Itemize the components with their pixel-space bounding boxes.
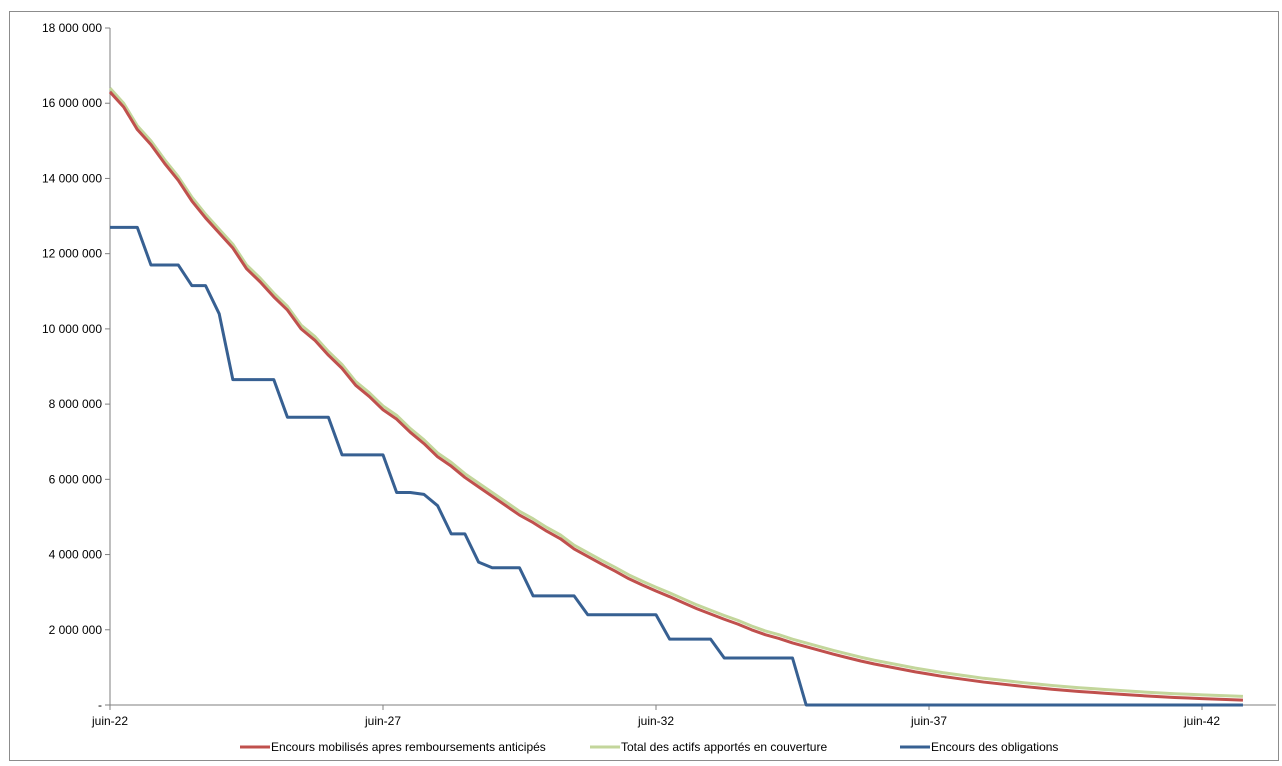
x-tick-label: juin-22 — [91, 714, 128, 728]
legend-label: Encours des obligations — [931, 740, 1058, 754]
y-tick-label: 10 000 000 — [42, 322, 102, 336]
series-line-1 — [108, 87, 1243, 698]
x-tick-label: juin-32 — [637, 714, 674, 728]
series-line-2 — [110, 225, 1243, 707]
legend: Encours mobilisés apres remboursements a… — [240, 740, 1058, 754]
y-tick-label: 6 000 000 — [49, 472, 103, 486]
x-tick-label: juin-27 — [364, 714, 401, 728]
y-tick-label: 18 000 000 — [42, 21, 102, 35]
legend-label: Encours mobilisés apres remboursements a… — [271, 740, 546, 754]
series-lines — [108, 87, 1243, 707]
y-tick-label: 16 000 000 — [42, 96, 102, 110]
y-axis: - 2 000 000 4 000 000 6 000 000 8 000 000 10 … — [42, 21, 111, 712]
x-tick-label: juin-42 — [1183, 714, 1220, 728]
y-tick-label: 12 000 000 — [42, 247, 102, 261]
y-tick-label: - — [98, 698, 102, 712]
y-tick-label: 14 000 000 — [42, 171, 102, 185]
chart-frame — [9, 11, 1279, 761]
legend-label: Total des actifs apportés en couverture — [621, 740, 827, 754]
y-tick-label: 2 000 000 — [49, 623, 103, 637]
y-tick-label: 4 000 000 — [49, 548, 103, 562]
x-tick-label: juin-37 — [910, 714, 947, 728]
x-axis: juin-22 juin-27 juin-32 juin-37 juin-42 — [91, 704, 1276, 728]
series-line-0 — [108, 90, 1243, 702]
y-tick-label: 8 000 000 — [49, 397, 103, 411]
